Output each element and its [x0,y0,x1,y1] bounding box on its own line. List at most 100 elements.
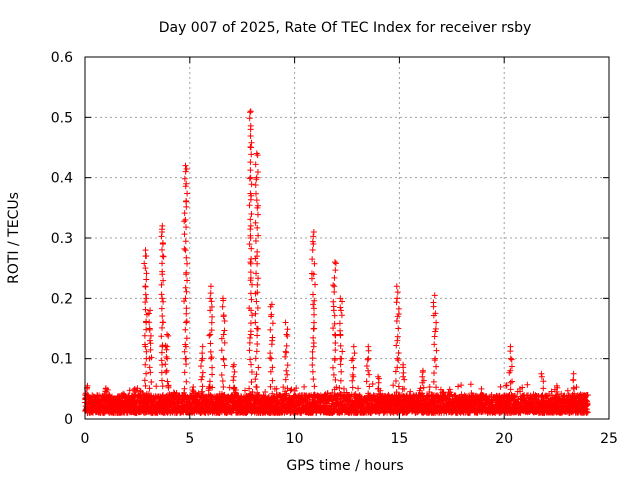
data-point [517,388,524,395]
data-point [284,333,291,340]
data-point [208,354,215,361]
data-point [199,388,206,395]
data-point [146,337,153,344]
data-point [548,388,555,395]
data-point [84,391,91,398]
data-point [332,267,339,274]
data-point [509,378,516,385]
data-point [183,378,190,385]
data-point [394,355,401,362]
data-point [246,241,253,248]
data-point [337,391,344,398]
data-point [268,313,275,320]
data-point [163,346,170,353]
data-point [134,385,141,392]
data-point [247,167,254,174]
data-point [159,260,166,267]
data-point [142,361,149,368]
data-point [183,361,190,368]
data-point [182,326,189,333]
data-point [165,332,172,339]
data-point [230,377,237,384]
data-point [158,349,165,356]
data-point [247,109,254,116]
data-point [142,247,149,254]
data-point [207,340,214,347]
data-point [584,409,591,416]
y-tick-label: 0.3 [51,231,73,247]
data-point [141,377,148,384]
data-point [507,386,514,393]
data-point [309,246,316,253]
data-point [247,320,254,327]
data-point [255,232,262,239]
data-point [160,253,167,260]
data-point [350,373,357,380]
data-point [159,393,166,400]
data-point [309,348,316,355]
data-point [309,361,316,368]
data-point [330,371,337,378]
data-point [293,385,300,392]
data-point [142,306,149,313]
data-point [255,364,262,371]
data-point [248,151,255,158]
data-point [540,378,547,385]
data-point [400,373,407,380]
data-point [309,256,316,263]
data-point [363,378,370,385]
data-point [521,396,528,403]
data-point [282,353,289,360]
data-point [273,385,280,392]
data-point [268,355,275,362]
data-point [252,376,259,383]
data-point [181,210,188,217]
data-point [553,388,560,395]
data-point [311,383,318,390]
data-point [332,260,339,267]
data-point [401,393,408,400]
data-point [209,313,216,320]
data-point [142,253,149,260]
data-point [267,368,274,375]
data-point [554,393,561,400]
data-point [142,299,149,306]
data-point [218,371,225,378]
data-point [267,350,274,357]
data-point [269,390,276,397]
data-point [248,307,255,314]
data-point [162,342,169,349]
data-point [395,383,402,390]
data-point [248,368,255,375]
data-point [446,386,453,393]
data-point [181,231,188,238]
data-point [249,312,256,319]
data-point [147,307,154,314]
data-point [420,384,427,391]
data-point [182,238,189,245]
data-point [430,378,437,385]
data-point [247,159,254,166]
data-point [407,388,414,395]
data-point [363,362,370,369]
data-point [159,246,166,253]
data-point [221,362,228,369]
data-point [197,363,204,370]
data-point [249,389,256,396]
data-point [309,291,316,298]
data-point [252,182,259,189]
data-point [431,370,438,377]
data-point [159,295,166,302]
data-point [158,305,165,312]
data-point [221,339,228,346]
data-point [365,355,372,362]
data-point [183,165,190,172]
data-point [181,385,188,392]
data-point [395,357,402,364]
data-point [182,183,189,190]
x-tick-label: 5 [185,431,194,447]
data-point [283,349,290,356]
data-point [538,373,545,380]
data-point [392,377,399,384]
